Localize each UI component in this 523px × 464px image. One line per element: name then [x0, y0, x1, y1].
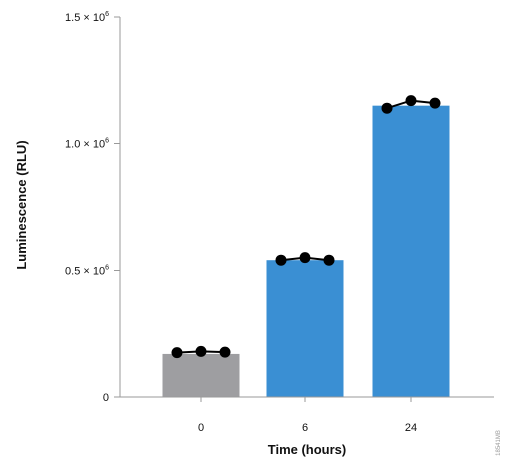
y-tick-label-base: 1.5 × 10 — [65, 12, 105, 24]
y-tick-label-exponent: 6 — [105, 264, 109, 271]
bar-24 — [372, 105, 450, 398]
x-tick-label: 24 — [405, 422, 417, 434]
y-axis-title: Luminescence (RLU) — [14, 140, 29, 269]
y-tick-label: 1.0 × 106 — [65, 138, 109, 151]
replicate-point — [323, 254, 335, 266]
bars — [162, 105, 450, 398]
replicate-point — [171, 347, 183, 359]
x-tick-label: 6 — [302, 422, 308, 434]
y-tick-label-exponent: 6 — [105, 11, 109, 18]
bar-6 — [266, 260, 344, 397]
x-tick-label: 0 — [198, 422, 204, 434]
y-tick-label-base: 1.0 × 10 — [65, 139, 105, 151]
replicate-point — [381, 102, 393, 114]
replicate-points — [171, 95, 441, 359]
replicate-point — [429, 97, 441, 109]
y-tick-label-exponent: 6 — [105, 138, 109, 145]
figure-id-watermark: 18541MB — [496, 430, 502, 456]
y-tick-label: 1.5 × 106 — [65, 11, 109, 24]
bar-0 — [162, 353, 240, 397]
replicate-point — [275, 254, 287, 266]
y-tick-label: 0.5 × 106 — [65, 264, 109, 277]
x-axis-title: Time (hours) — [268, 442, 347, 457]
replicate-point — [195, 345, 207, 357]
y-tick-label-base: 0.5 × 10 — [65, 265, 105, 277]
replicate-point — [299, 252, 311, 264]
replicate-point — [219, 346, 231, 358]
x-axis-ticks: 0 6 24 — [198, 397, 417, 434]
y-tick-label: 0 — [103, 392, 109, 404]
replicate-point — [405, 95, 417, 107]
y-tick-label-base: 0 — [103, 392, 109, 404]
